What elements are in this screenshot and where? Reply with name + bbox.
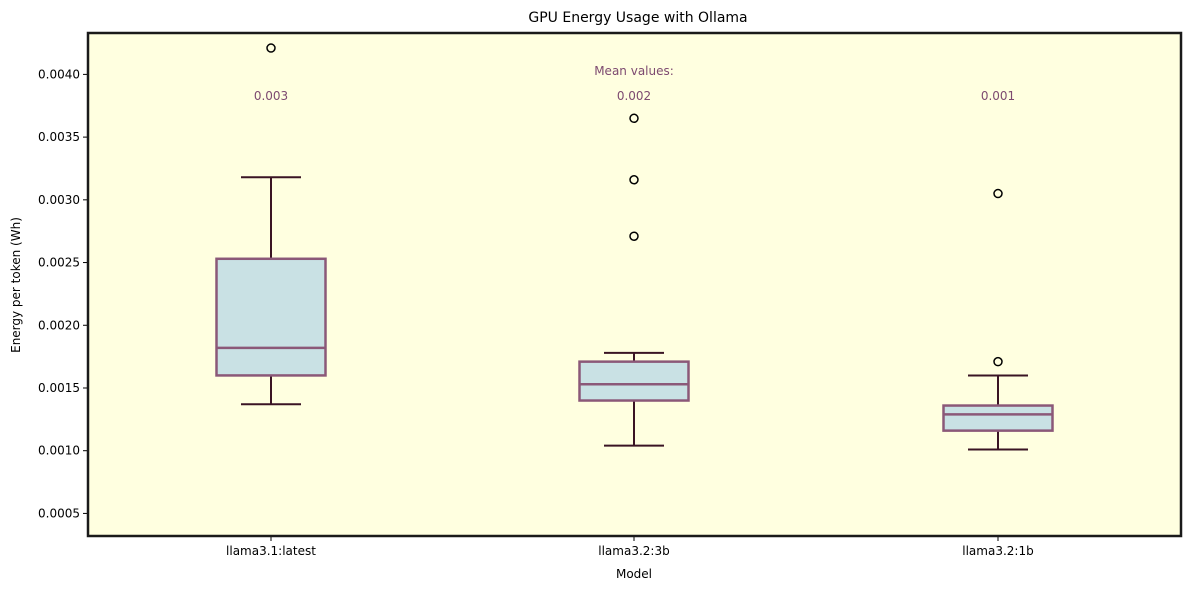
iqr-box xyxy=(942,404,1054,432)
outlier-point xyxy=(629,113,639,124)
plot-frame xyxy=(86,31,1183,538)
boxes-layer xyxy=(215,43,1054,451)
outlier-point xyxy=(993,356,1003,367)
box-group xyxy=(215,43,327,406)
iqr-box xyxy=(578,360,690,402)
mean-labels-layer: Mean values: 0.003 0.002 0.001 xyxy=(254,64,1015,103)
y-axis: 0.0005 0.0010 0.0015 0.0020 0.0025 0.0030 0.00… xyxy=(38,67,88,520)
x-tick-label: llama3.2:3b xyxy=(598,544,669,558)
outlier-point xyxy=(993,188,1003,199)
box-group xyxy=(942,188,1054,451)
x-tick-label: llama3.1:latest xyxy=(226,544,316,558)
x-axis-label: Model xyxy=(616,567,652,581)
mean-values-header: Mean values: xyxy=(594,64,674,78)
outlier-point xyxy=(266,43,276,53)
y-tick-label: 0.0005 xyxy=(38,506,80,520)
mean-value-label: 0.002 xyxy=(617,89,651,103)
box-group xyxy=(578,113,690,447)
x-axis: llama3.1:latest llama3.2:3b llama3.2:1b xyxy=(226,536,1034,558)
mean-value-label: 0.003 xyxy=(254,89,288,103)
chart-title: GPU Energy Usage with Ollama xyxy=(528,10,747,26)
y-tick-label: 0.0040 xyxy=(38,67,80,81)
outlier-point xyxy=(629,231,639,241)
y-tick-label: 0.0015 xyxy=(38,381,80,395)
y-tick-label: 0.0035 xyxy=(38,130,80,144)
x-tick-label: llama3.2:1b xyxy=(962,544,1033,558)
y-tick-label: 0.0030 xyxy=(38,193,80,207)
outlier-point xyxy=(629,175,639,185)
y-tick-label: 0.0010 xyxy=(38,444,80,458)
y-tick-label: 0.0025 xyxy=(38,256,80,270)
iqr-box xyxy=(215,257,327,377)
mean-value-label: 0.001 xyxy=(981,89,1015,103)
y-axis-label: Energy per token (Wh) xyxy=(9,217,23,353)
y-tick-label: 0.0020 xyxy=(38,318,80,332)
